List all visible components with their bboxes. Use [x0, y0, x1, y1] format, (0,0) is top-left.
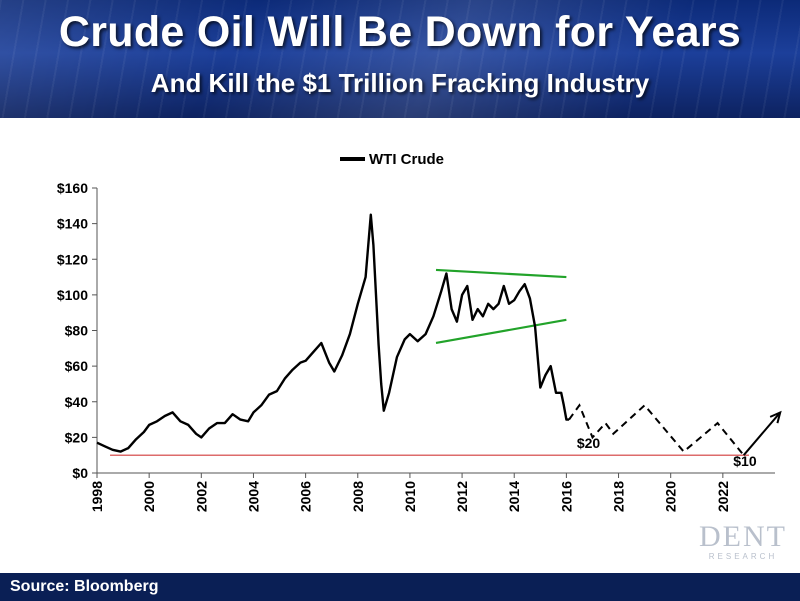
legend-label: WTI Crude	[369, 151, 444, 168]
axes: $0 $20 $40 $60 $80 $100 $120 $140 $160 1998 2000 20…	[57, 180, 775, 512]
logo-wordmark: DENT	[699, 520, 787, 553]
chart-marks: $20 $10	[96, 213, 782, 469]
chart-title: Crude Oil Will Be Down for Years	[58, 8, 742, 56]
source-caption: Source: Bloomberg	[10, 578, 159, 595]
chart-subtitle: And Kill the $1 Trillion Fracking Indust…	[150, 68, 650, 98]
x-tick-label: 2010	[402, 481, 418, 512]
trend-line	[435, 318, 567, 345]
x-tick-label: 2002	[193, 481, 209, 512]
y-tick-label: $120	[57, 251, 88, 267]
x-tick-label: 2006	[298, 481, 314, 512]
x-tick-label: 2004	[245, 481, 261, 512]
dent-research-logo: DENT RESEARCH	[688, 522, 798, 570]
chart-plot: WTI Crude $0 $20 $40 $60 $80 $100 $120 $140 $160…	[57, 151, 782, 512]
series-line-wti-crude	[96, 213, 569, 453]
y-tick-label: $80	[65, 323, 89, 339]
y-tick-label: $0	[72, 465, 88, 481]
y-tick-label: $140	[57, 216, 88, 232]
x-tick-label: 2008	[350, 481, 366, 512]
annotation-label: $10	[733, 453, 757, 469]
y-tick-label: $40	[65, 394, 89, 410]
x-tick-label: 2012	[454, 481, 470, 512]
y-tick-label: $20	[65, 429, 89, 445]
footer-bar: Source: Bloomberg	[0, 573, 800, 601]
x-tick-label: 1998	[89, 481, 105, 512]
title-banner: Crude Oil Will Be Down for Years And Kil…	[0, 0, 800, 118]
forecast-arrow-line	[742, 411, 781, 456]
x-tick-label: 2020	[663, 481, 679, 512]
annotation-label: $20	[577, 435, 601, 451]
y-tick-label: $100	[57, 287, 88, 303]
x-tick-label: 2016	[558, 481, 574, 512]
x-tick-label: 2014	[506, 481, 522, 512]
legend: WTI Crude	[340, 151, 444, 168]
x-tick-label: 2022	[715, 481, 731, 512]
trend-line	[435, 268, 567, 279]
series-line-forecast	[568, 403, 745, 456]
y-tick-label: $60	[65, 358, 89, 374]
x-tick-label: 2000	[141, 481, 157, 512]
forecast-arrow-head	[769, 410, 782, 424]
x-tick-label: 2018	[611, 481, 627, 512]
y-tick-label: $160	[57, 180, 88, 196]
logo-tagline: RESEARCH	[708, 552, 778, 561]
